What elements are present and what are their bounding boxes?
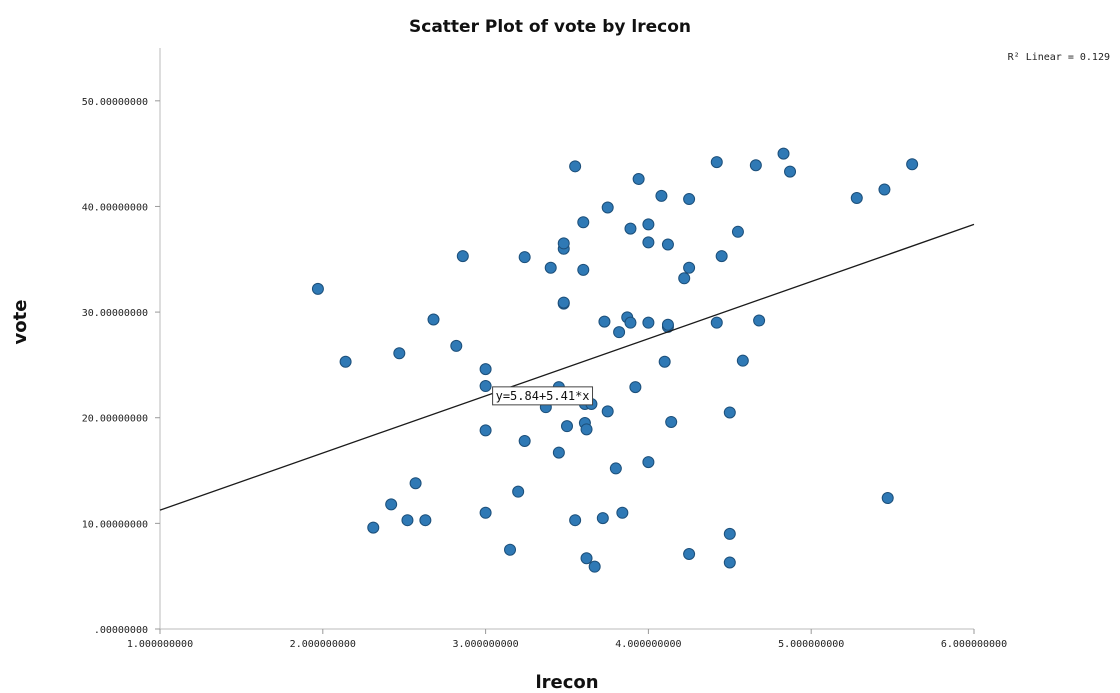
chart-title: Scatter Plot of vote by lrecon <box>409 17 691 37</box>
fit-equation-box: y=5.84+5.41*x <box>492 386 594 406</box>
fit-line <box>159 223 975 511</box>
x-axis-title: lrecon <box>535 672 598 693</box>
y-tick-label: 30.00000000 <box>82 308 148 319</box>
data-point <box>479 363 492 376</box>
data-point <box>665 415 678 428</box>
data-point <box>311 282 324 295</box>
data-point <box>678 272 691 285</box>
x-tick-label: 5.000000000 <box>778 639 844 650</box>
data-points <box>311 147 919 573</box>
data-point <box>655 189 668 202</box>
data-point <box>710 156 723 169</box>
data-point <box>450 339 463 352</box>
data-point <box>588 560 601 573</box>
data-point <box>552 446 565 459</box>
data-point <box>544 261 557 274</box>
x-axis-ticks: 1.000000000 2.000000000 3.000000000 4.00000… <box>127 629 1007 650</box>
data-point <box>577 216 590 229</box>
x-tick-label: 2.000000000 <box>290 639 356 650</box>
data-point <box>557 296 570 309</box>
data-point <box>479 424 492 437</box>
data-point <box>616 506 629 519</box>
data-point <box>723 406 736 419</box>
y-tick-label: 20.00000000 <box>82 414 148 425</box>
data-point <box>723 527 736 540</box>
y-axis-ticks: .00000000 10.00000000 20.00000000 30.000000… <box>82 97 160 636</box>
data-point <box>736 354 749 367</box>
data-point <box>339 355 352 368</box>
data-point <box>479 380 492 393</box>
data-point <box>850 192 863 205</box>
data-point <box>710 316 723 329</box>
data-point <box>580 552 593 565</box>
data-point <box>596 512 609 525</box>
y-axis-title: vote <box>10 300 31 345</box>
data-point <box>601 201 614 214</box>
data-point <box>518 434 531 447</box>
data-point <box>658 355 671 368</box>
data-point <box>561 420 573 433</box>
data-point <box>613 326 626 339</box>
r-squared-label: R² Linear = 0.129 <box>1008 52 1110 63</box>
data-point <box>580 423 593 436</box>
data-point <box>642 218 655 231</box>
data-point <box>601 405 614 418</box>
data-point <box>632 172 645 185</box>
data-point <box>642 316 655 329</box>
data-point <box>723 556 736 569</box>
y-tick-label: 10.00000000 <box>82 519 148 530</box>
data-point <box>393 347 406 360</box>
data-point <box>385 498 398 511</box>
data-point <box>753 314 766 327</box>
data-point <box>749 159 762 172</box>
data-point <box>577 263 590 276</box>
data-point <box>512 485 525 498</box>
data-point <box>367 521 380 534</box>
data-point <box>479 506 492 519</box>
data-point <box>661 318 674 331</box>
data-point <box>609 462 622 475</box>
data-point <box>598 315 611 328</box>
equation-box-frame <box>492 386 594 406</box>
data-point <box>624 316 637 329</box>
data-point <box>715 250 728 263</box>
data-point <box>401 514 414 527</box>
data-point <box>569 160 582 173</box>
x-tick-label: 6.000000000 <box>941 639 1007 650</box>
data-point <box>731 225 744 238</box>
x-tick-label: 3.000000000 <box>452 639 518 650</box>
data-point <box>683 261 696 274</box>
data-point <box>409 477 422 490</box>
data-point <box>642 236 655 249</box>
data-point <box>878 183 891 196</box>
data-point <box>777 147 790 160</box>
data-point <box>661 238 674 251</box>
data-point <box>624 222 637 235</box>
data-point <box>683 547 696 560</box>
y-tick-label: .00000000 <box>94 625 148 636</box>
data-point <box>784 165 797 178</box>
data-point <box>881 492 894 505</box>
data-point <box>518 251 531 264</box>
data-point <box>557 237 570 250</box>
y-tick-label: 50.00000000 <box>82 97 148 108</box>
data-point <box>683 193 696 206</box>
y-tick-label: 40.00000000 <box>82 202 148 213</box>
fit-equation-label: y=5.84+5.41*x <box>496 389 590 403</box>
data-point <box>569 514 582 527</box>
x-tick-label: 1.000000000 <box>127 639 193 650</box>
data-point <box>642 456 655 469</box>
x-tick-label: 4.000000000 <box>615 639 681 650</box>
data-point <box>629 381 642 394</box>
data-point <box>419 514 432 527</box>
data-point <box>906 158 919 171</box>
data-point <box>504 543 517 556</box>
plot-frame <box>159 48 974 630</box>
data-point <box>456 250 469 263</box>
data-point <box>427 313 440 326</box>
